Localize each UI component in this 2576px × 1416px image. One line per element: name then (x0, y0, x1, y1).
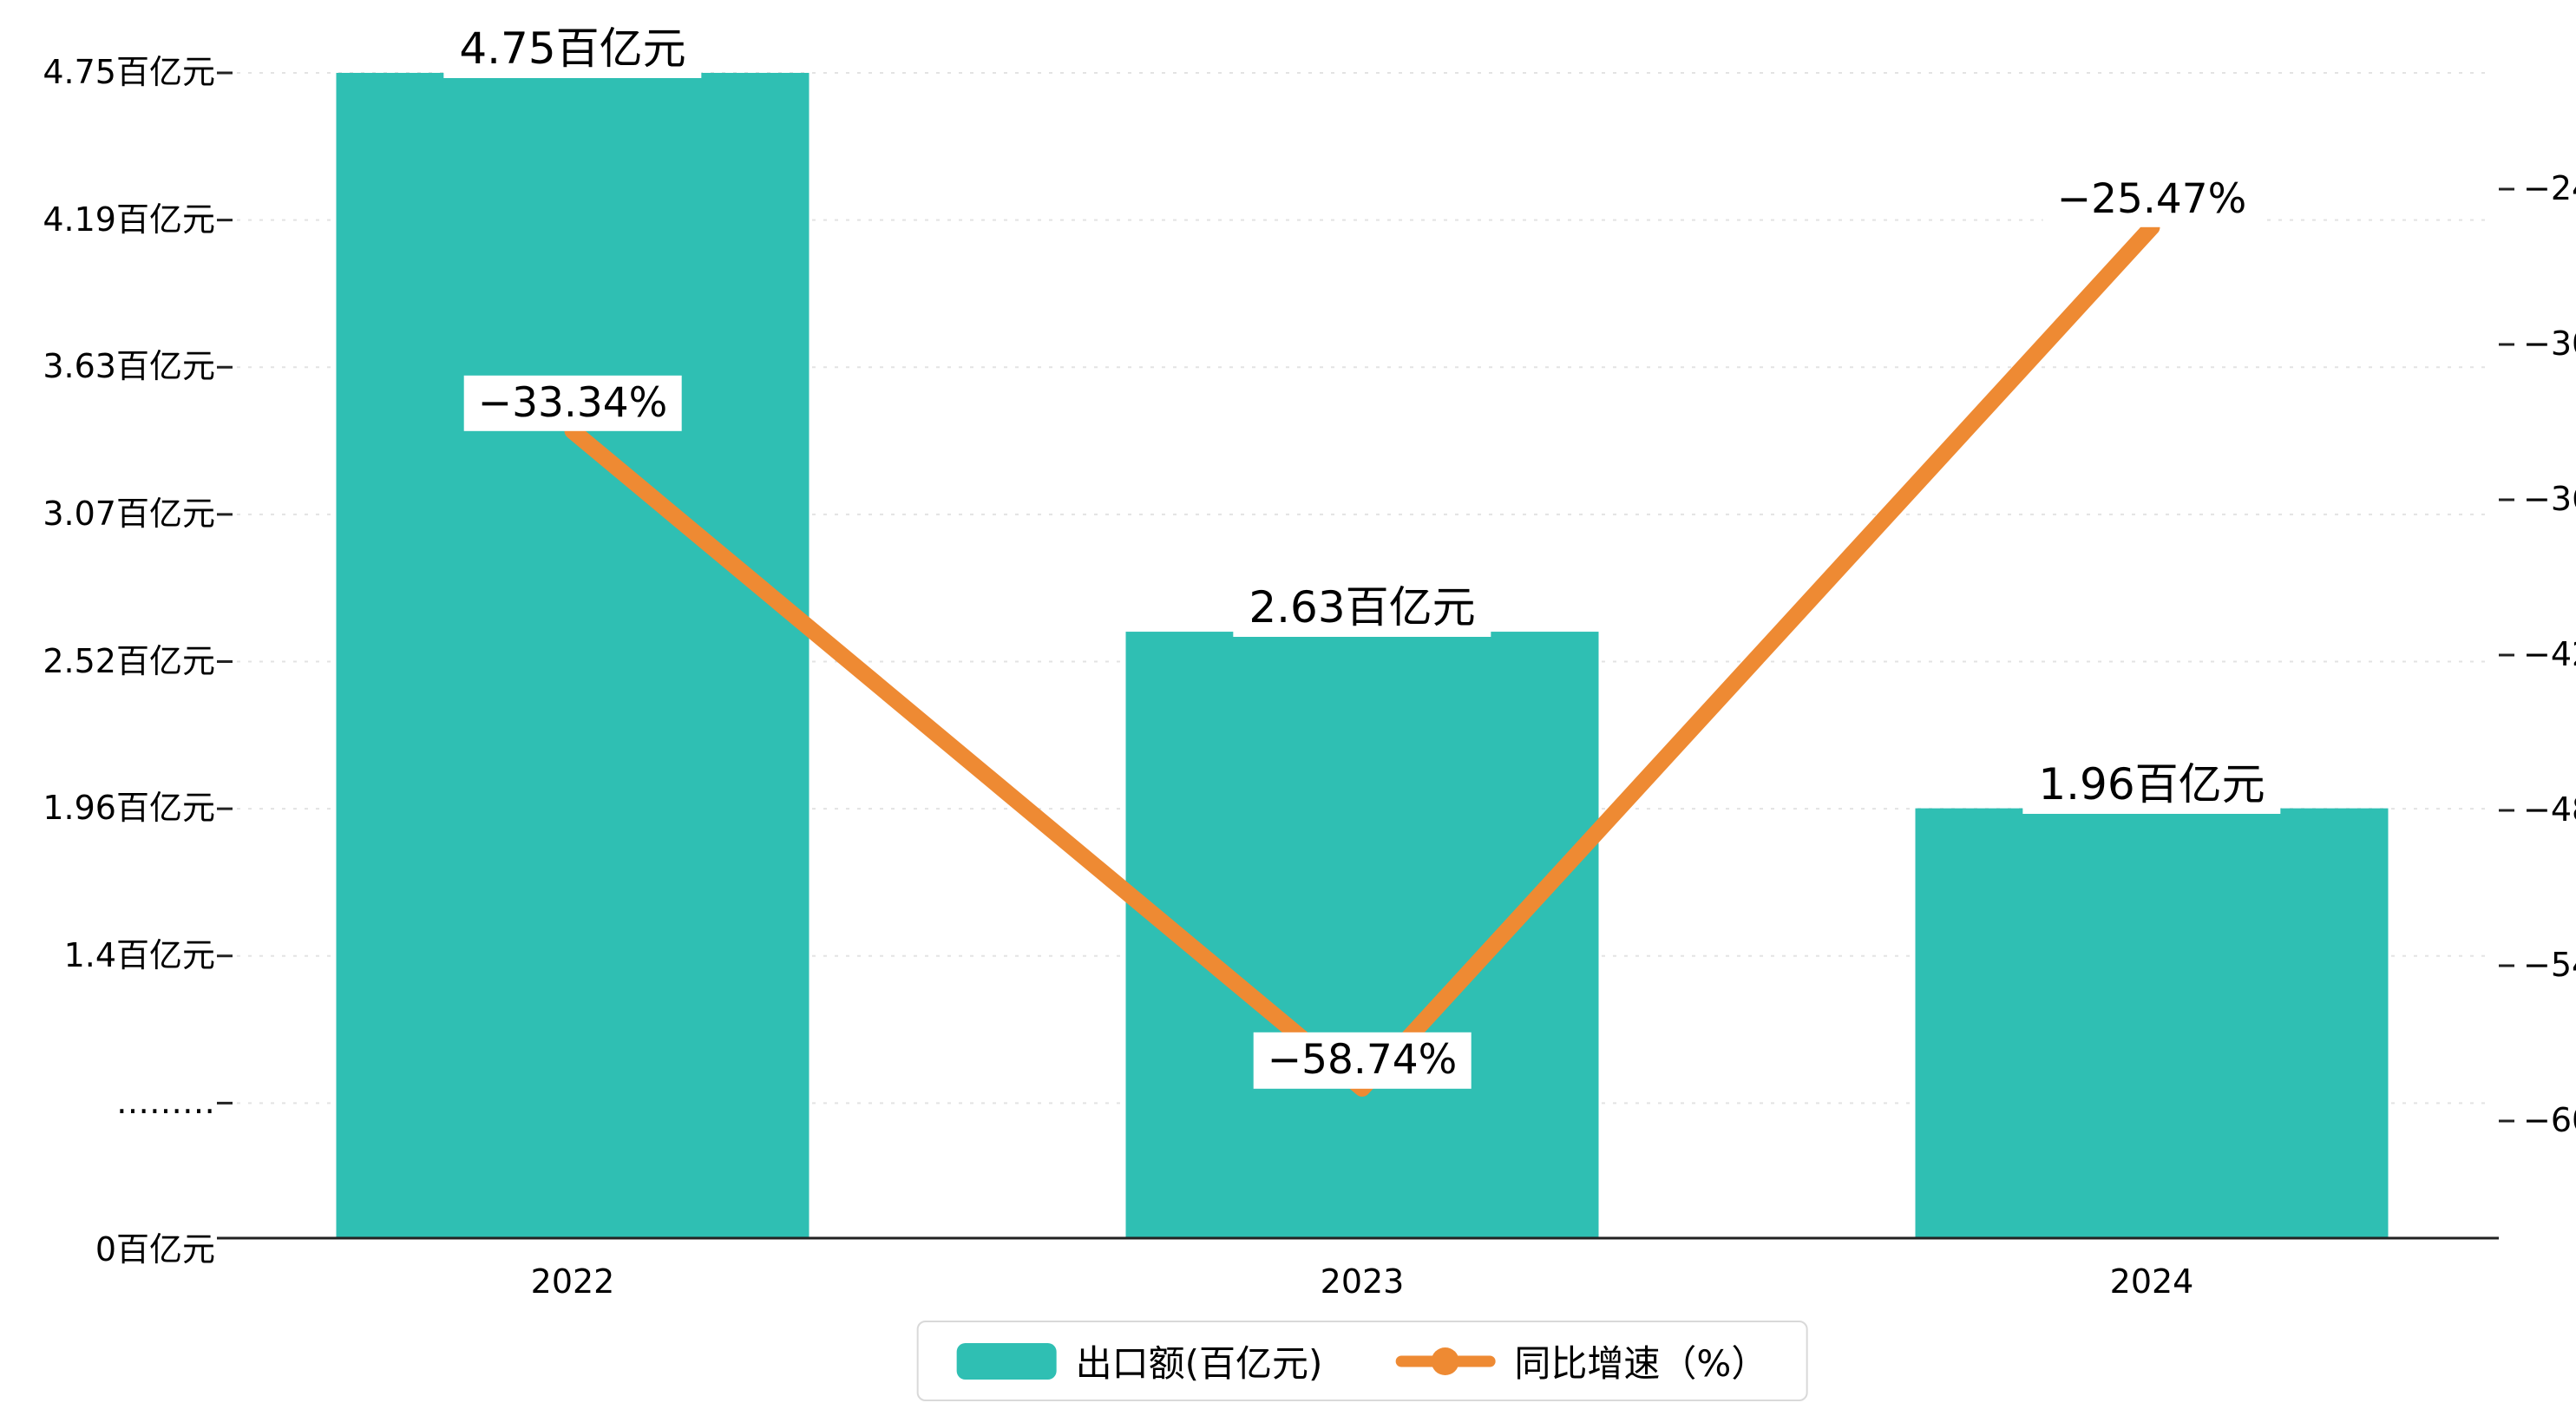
legend-item-growth[interactable]: 同比增速（%） (1395, 1334, 1767, 1387)
legend-label-export: 出口额(百亿元) (1075, 1342, 1323, 1385)
bar-2023 (1125, 632, 1599, 1238)
bar-series-swatch-icon (956, 1342, 1057, 1380)
bar-2022 (336, 72, 810, 1239)
legend-label-growth: 同比增速（%） (1514, 1342, 1768, 1385)
bar-2024 (1915, 808, 2389, 1238)
legend-item-export[interactable]: 出口额(百亿元) (956, 1334, 1323, 1387)
line-series-marker-icon (1395, 1343, 1496, 1380)
legend-dot-icon (1431, 1347, 1459, 1375)
legend: 出口额(百亿元) 同比增速（%） (916, 1321, 1808, 1401)
